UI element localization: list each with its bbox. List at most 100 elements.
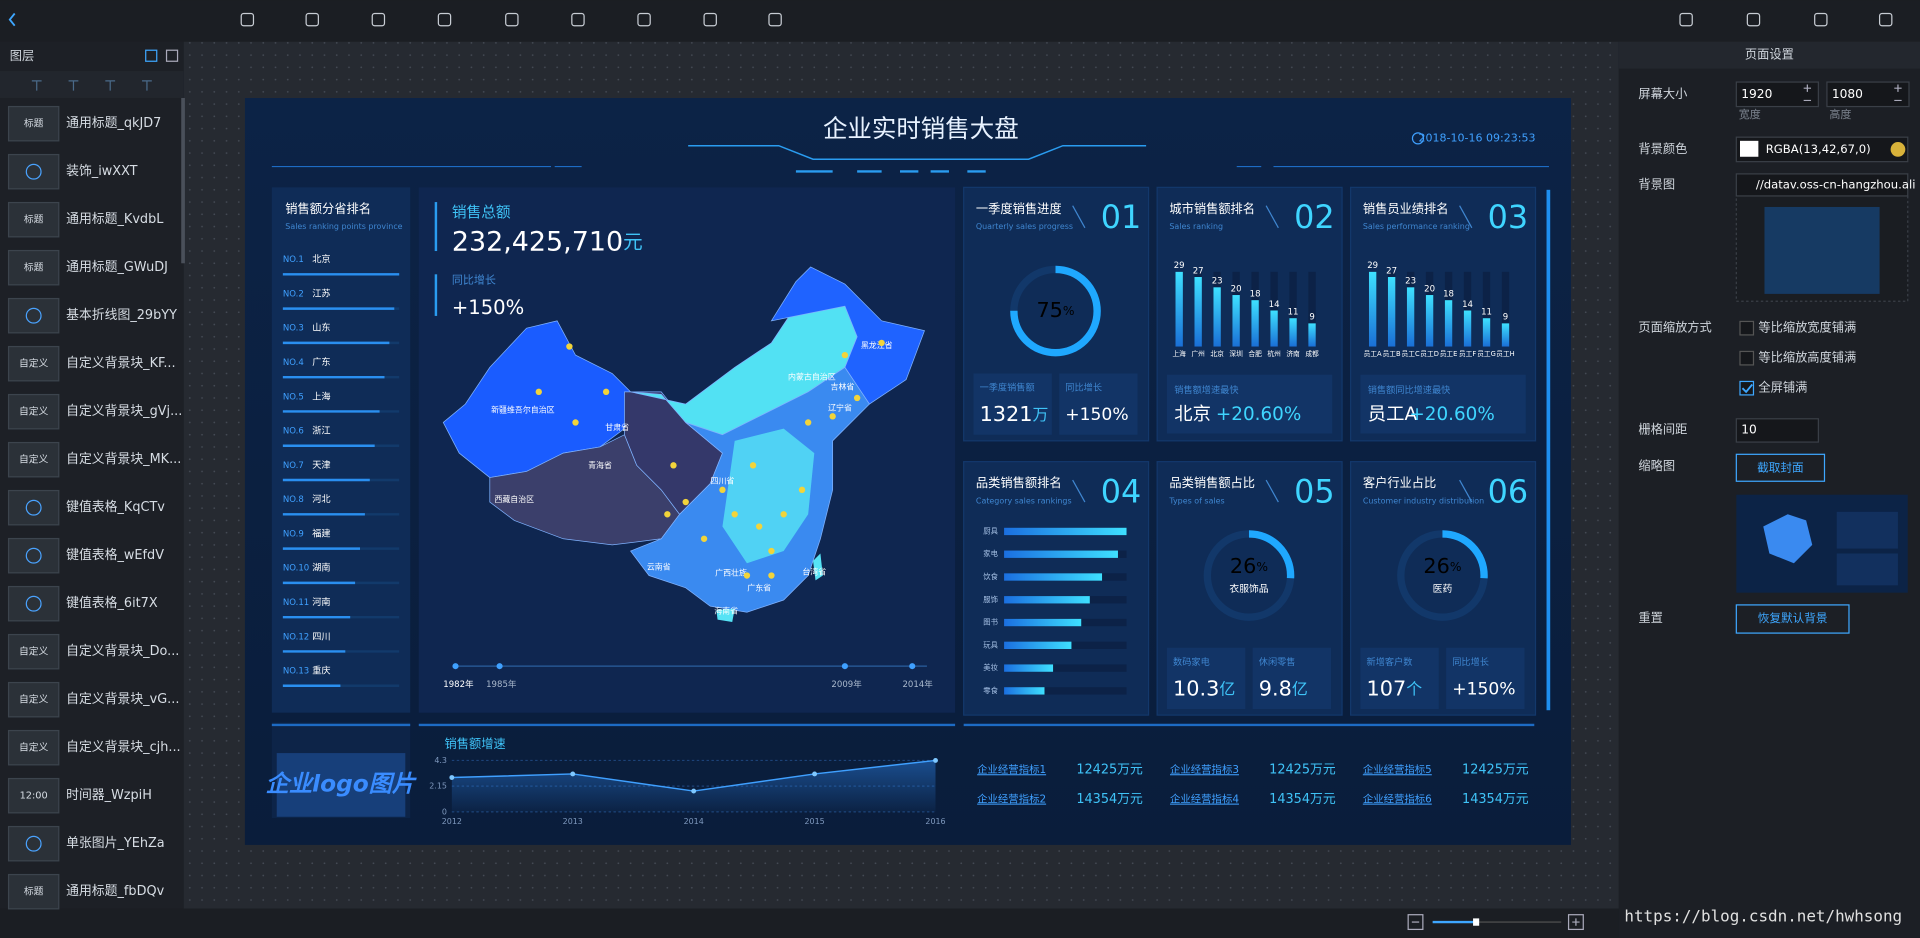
kpi-value: 14354万元 [1269, 792, 1336, 807]
button[interactable] [1735, 453, 1826, 482]
gauge-arc [1203, 530, 1295, 621]
number-input[interactable] [1826, 81, 1910, 108]
layer-name: 通用标题_qkJD7 [66, 116, 161, 131]
zoom-out[interactable] [1407, 914, 1424, 931]
panel-number: 06 [1488, 472, 1529, 510]
bar [1270, 310, 1278, 347]
checkbox[interactable] [1739, 350, 1755, 366]
toolbar-icon[interactable] [1878, 12, 1893, 27]
toolbar-icon[interactable] [505, 12, 519, 27]
map-label: 青海省 [588, 460, 612, 470]
toolbar-icon[interactable] [371, 12, 386, 27]
button[interactable] [1735, 604, 1850, 634]
timeline-label: 1982年 [443, 678, 474, 690]
toolbar-icon[interactable] [637, 12, 651, 27]
title-frame [688, 145, 1147, 160]
toolbar-icon[interactable] [1746, 12, 1761, 27]
gauge-number: 75 [1036, 298, 1062, 322]
map-dot [731, 511, 738, 518]
zoom-handle[interactable] [1473, 918, 1480, 926]
stat-box [1166, 647, 1246, 709]
layer-thumb [7, 681, 60, 718]
stepper[interactable] [1803, 84, 1812, 102]
stat-box [1360, 647, 1439, 709]
bar-category: 员工E [1440, 350, 1458, 358]
datetime: 2018-10-16 09:23:53 [1419, 131, 1536, 144]
rank-name: 江苏 [312, 287, 330, 299]
panel-subtitle: Sales ranking points province [285, 222, 402, 231]
stat-label: 新增客户数 [1367, 656, 1413, 668]
map-region [770, 266, 925, 405]
color-input[interactable] [1735, 136, 1909, 163]
number-input[interactable] [1735, 418, 1819, 443]
panel-slash [1072, 479, 1086, 503]
toolbar-icon[interactable] [1814, 12, 1828, 27]
bar-category: 员工H [1496, 350, 1515, 358]
trend-point [449, 775, 455, 780]
hbar [1004, 596, 1090, 604]
hbar [1004, 687, 1045, 695]
panel-title: 客户行业占比 [1363, 475, 1436, 490]
color-picker[interactable] [1890, 142, 1906, 157]
rank-no: NO.7 [283, 461, 304, 471]
setting-label: 页面缩放方式 [1638, 320, 1711, 335]
stat-label: 同比增长 [1065, 382, 1102, 394]
map-label: 黑龙江省 [861, 340, 893, 350]
toolbar-icon[interactable] [768, 12, 782, 27]
url-value: //datav.oss-cn-hangzhou.ali [1756, 177, 1916, 191]
rank-no: NO.8 [283, 495, 304, 505]
layer-thumb [7, 297, 60, 334]
panel [963, 461, 1150, 716]
zoom-in[interactable] [1567, 914, 1584, 931]
map-label: 辽宁省 [828, 402, 852, 412]
rank-no: NO.12 [283, 632, 309, 642]
stat-value: 10.3亿 [1173, 676, 1235, 700]
view-toggle[interactable] [145, 49, 158, 62]
trend-title: 销售额增速 [444, 736, 505, 751]
number-input[interactable] [1735, 81, 1819, 108]
toolbar-icon[interactable] [703, 12, 717, 27]
trend-point [933, 757, 938, 763]
bar-track [1289, 271, 1297, 347]
toolbar-icon[interactable] [1679, 12, 1693, 27]
map-dot [664, 511, 671, 518]
color-value: RGBA(13,42,67,0) [1766, 142, 1871, 156]
bar [1463, 310, 1472, 347]
bar-category: 员工B [1383, 350, 1401, 358]
highlight-label: 销售额同比增速最快 [1368, 384, 1451, 396]
url-input[interactable] [1735, 173, 1909, 197]
layer-thumb [7, 249, 60, 286]
layer-tool-icon[interactable] [31, 80, 42, 91]
layer-tool-icon[interactable] [68, 80, 79, 91]
checkbox[interactable] [1739, 380, 1755, 396]
back-button[interactable] [8, 12, 16, 27]
layer-name: 通用标题_GWuDJ [66, 260, 168, 275]
toolbar-icon[interactable] [305, 12, 319, 27]
panel-title: 销售额分省排名 [285, 201, 371, 216]
view-toggle[interactable] [165, 49, 179, 62]
map-dot [853, 394, 861, 402]
hbar-category: 饮食 [983, 572, 998, 581]
stat-value: +150% [1065, 405, 1128, 425]
map-label: 云南省 [647, 561, 671, 571]
rank-name: 四川 [312, 631, 330, 642]
toolbar-icon[interactable] [571, 12, 585, 27]
map-dot [743, 572, 751, 579]
stepper[interactable] [1894, 84, 1902, 102]
bar [1194, 277, 1202, 347]
layer-tool-icon[interactable] [105, 80, 116, 91]
timeline-label: 2009年 [831, 678, 862, 690]
toolbar-icon[interactable] [240, 12, 255, 27]
bar-category: 员工C [1402, 350, 1420, 358]
toolbar-icon[interactable] [437, 12, 452, 27]
layer-thumb [7, 441, 60, 478]
layer-thumb-label: 标题 [24, 214, 44, 226]
layer-thumb [7, 393, 60, 430]
layer-tool-icon[interactable] [142, 80, 152, 91]
timeline-dot [496, 663, 503, 670]
checkbox[interactable] [1739, 320, 1755, 336]
bar-value: 11 [1288, 308, 1299, 318]
gauge-value: 75% [1036, 298, 1074, 322]
map-label: 内蒙古自治区 [788, 372, 836, 382]
